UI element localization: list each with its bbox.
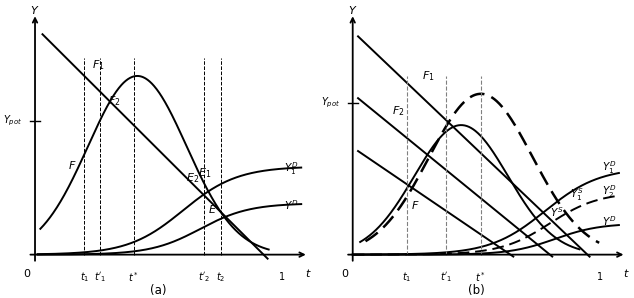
Text: $F_2$: $F_2$ <box>108 94 120 108</box>
Text: $Y_1^D$: $Y_1^D$ <box>284 160 298 177</box>
Text: $F_1$: $F_1$ <box>92 58 105 72</box>
Text: $Y$: $Y$ <box>348 4 358 15</box>
Text: $t^*$: $t^*$ <box>128 270 139 284</box>
Text: $1$: $1$ <box>595 270 603 282</box>
Text: $Y^D$: $Y^D$ <box>602 214 616 228</box>
Text: $0$: $0$ <box>23 267 32 279</box>
Text: $t^*$: $t^*$ <box>476 270 486 284</box>
Text: $F$: $F$ <box>411 199 419 211</box>
Text: $t'_1$: $t'_1$ <box>94 270 107 284</box>
Text: $t'_1$: $t'_1$ <box>440 270 453 284</box>
Text: $Y_{pot}$: $Y_{pot}$ <box>321 96 340 110</box>
Text: $1$: $1$ <box>278 270 285 282</box>
Text: $Y_2^D$: $Y_2^D$ <box>602 184 616 201</box>
Text: $0$: $0$ <box>341 267 349 279</box>
Text: $E$: $E$ <box>209 203 217 215</box>
Text: $t'_2$: $t'_2$ <box>198 270 210 284</box>
Text: $t_1$: $t_1$ <box>80 270 89 284</box>
Text: $t$: $t$ <box>305 267 312 279</box>
Text: $Y_{pot}$: $Y_{pot}$ <box>3 114 23 128</box>
Text: $F_2$: $F_2$ <box>392 104 404 118</box>
Text: $Y^S$: $Y^S$ <box>550 205 564 219</box>
Text: $E_2$: $E_2$ <box>186 171 199 185</box>
Text: $F$: $F$ <box>68 159 77 171</box>
Text: $Y_1^S$: $Y_1^S$ <box>569 186 583 203</box>
Text: $t$: $t$ <box>623 267 630 279</box>
Text: $Y$: $Y$ <box>30 4 40 15</box>
Text: $E_1$: $E_1$ <box>198 167 211 180</box>
Text: $F_1$: $F_1$ <box>422 69 434 83</box>
Text: $Y^D$: $Y^D$ <box>284 198 298 212</box>
Text: $t_2$: $t_2$ <box>216 270 226 284</box>
Text: (b): (b) <box>467 284 484 297</box>
Text: $Y_1^D$: $Y_1^D$ <box>602 159 616 176</box>
Text: $t_1$: $t_1$ <box>402 270 411 284</box>
Text: (a): (a) <box>150 284 167 297</box>
